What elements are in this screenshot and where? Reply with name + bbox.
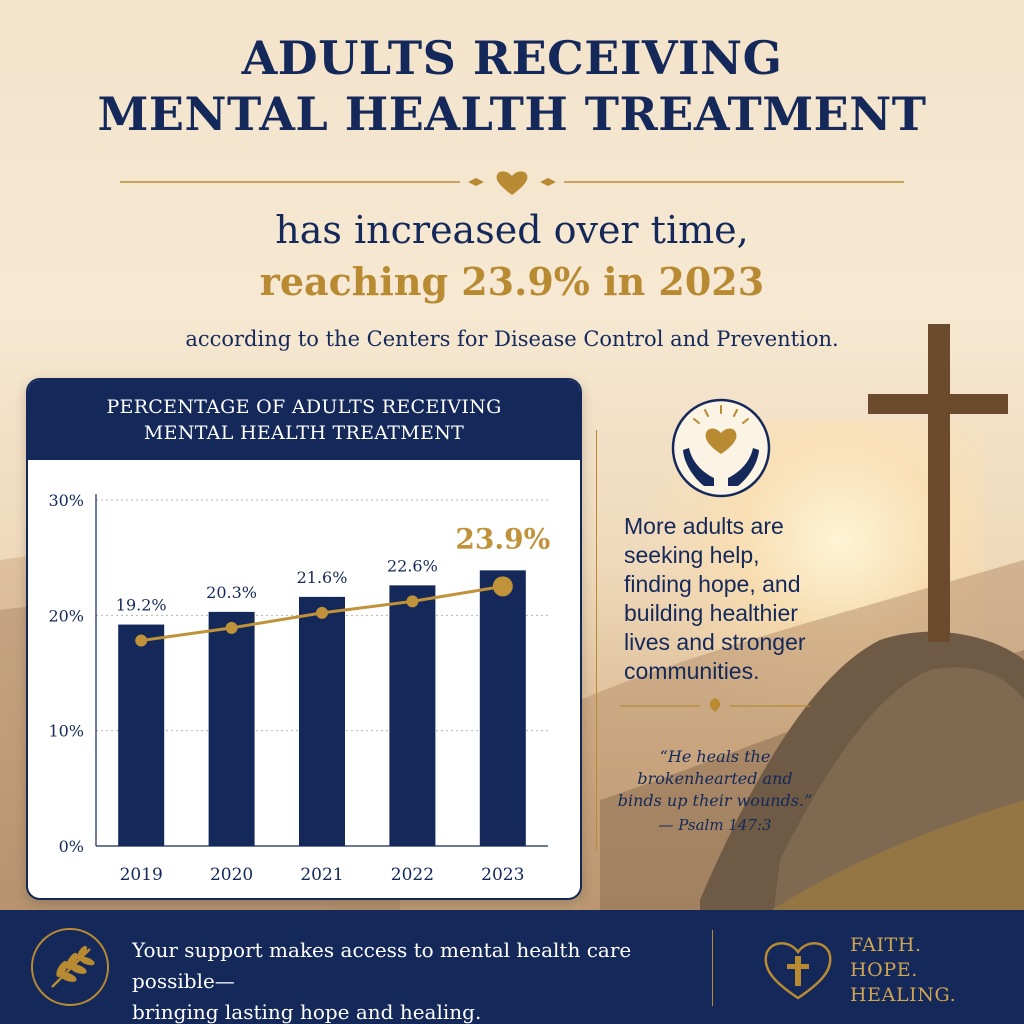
data-label: 19.2% <box>116 596 167 615</box>
x-tick-label: 2021 <box>300 865 343 885</box>
data-label: 21.6% <box>297 568 348 587</box>
side-message-line: communities. <box>624 658 760 684</box>
bar-chart: 0% 10% 20% 30% 2019 2020 2021 2022 2023 19.2% 20.3… <box>48 491 550 885</box>
cross-icon <box>868 324 1008 642</box>
quote-reference: — Psalm 147:3 <box>658 816 772 834</box>
trend-point <box>492 576 513 597</box>
source-note: according to the Centers for Disease Con… <box>185 327 839 351</box>
subtitle-line1: has increased over time, <box>275 208 749 252</box>
footer-bar <box>0 910 1024 1024</box>
data-label: 23.9% <box>455 522 550 555</box>
y-tick-label: 20% <box>48 606 84 625</box>
tagline-word: HOPE. <box>850 959 918 981</box>
scripture-quote: “He heals the brokenhearted and binds up… <box>600 746 830 836</box>
x-tick-label: 2023 <box>481 865 524 885</box>
x-tick-label: 2020 <box>210 865 253 885</box>
quote-line: brokenhearted and <box>637 769 793 788</box>
trend-point <box>225 621 238 634</box>
bar-2022 <box>389 585 436 846</box>
x-tick-label: 2022 <box>391 865 434 885</box>
quote-line: binds up their wounds.” <box>617 791 813 810</box>
side-divider <box>596 430 597 850</box>
y-tick-label: 0% <box>59 837 84 856</box>
quote-line: “He heals the <box>659 747 771 766</box>
data-label: 22.6% <box>387 556 438 575</box>
y-tick-label: 10% <box>48 722 84 741</box>
heart-cross-icon <box>764 942 832 1000</box>
trend-point <box>406 595 419 608</box>
footer-message-line1: Your support makes access to mental heal… <box>132 938 632 993</box>
footer-message: Your support makes access to mental heal… <box>132 935 702 1024</box>
leaf-divider <box>620 698 810 712</box>
bar-2023 <box>479 570 526 846</box>
trend-point <box>316 606 328 619</box>
olive-branch-icon <box>31 928 109 1006</box>
bar-2020 <box>208 611 255 846</box>
side-message-line: lives and stronger <box>624 629 806 655</box>
tagline: FAITH. HOPE. HEALING. <box>850 933 1010 1008</box>
footer-divider <box>712 930 713 1006</box>
heart-icon <box>496 171 528 195</box>
footer-message-line2: bringing lasting hope and healing. <box>132 1000 482 1024</box>
subtitle-highlight: reaching 23.9% in 2023 <box>259 259 765 304</box>
trend-point <box>135 634 148 647</box>
chart-title-line2: MENTAL HEALTH TREATMENT <box>143 422 465 444</box>
side-message-line: seeking help, <box>624 542 760 568</box>
bar-2021 <box>299 596 345 846</box>
chart-title: PERCENTAGE OF ADULTS RECEIVING MENTAL HE… <box>28 380 580 460</box>
y-tick-label: 30% <box>48 491 84 510</box>
side-message-line: More adults are <box>624 513 784 539</box>
tagline-word: FAITH. <box>850 934 922 956</box>
main-title-line2: MENTAL HEALTH TREATMENT <box>97 87 927 141</box>
main-title: ADULTS RECEIVING MENTAL HEALTH TREATMENT <box>0 30 1024 142</box>
heart-divider <box>120 171 904 195</box>
data-label: 20.3% <box>206 583 257 602</box>
chart-title-line1: PERCENTAGE OF ADULTS RECEIVING <box>106 396 502 418</box>
side-message-line: finding hope, and <box>624 571 801 597</box>
chart-card: PERCENTAGE OF ADULTS RECEIVING MENTAL HE… <box>26 378 582 900</box>
main-title-line1: ADULTS RECEIVING <box>241 31 783 85</box>
side-message: More adults are seeking help, finding ho… <box>624 512 834 686</box>
side-message-line: building healthier <box>624 600 798 626</box>
x-tick-label: 2019 <box>120 865 163 885</box>
bar-2019 <box>118 624 165 846</box>
hands-holding-heart-icon <box>671 398 771 498</box>
tagline-word: HEALING. <box>850 984 957 1006</box>
